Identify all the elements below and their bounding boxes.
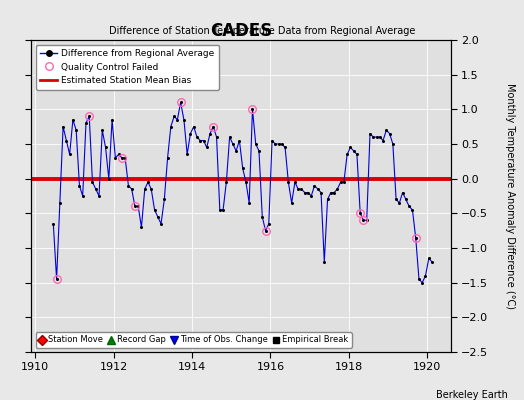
Text: Difference of Station Temperature Data from Regional Average: Difference of Station Temperature Data f… [109,26,415,36]
Y-axis label: Monthly Temperature Anomaly Difference (°C): Monthly Temperature Anomaly Difference (… [505,83,515,309]
Legend: Station Move, Record Gap, Time of Obs. Change, Empirical Break: Station Move, Record Gap, Time of Obs. C… [36,332,352,348]
Title: CADES: CADES [210,22,272,40]
Text: Berkeley Earth: Berkeley Earth [436,390,508,400]
